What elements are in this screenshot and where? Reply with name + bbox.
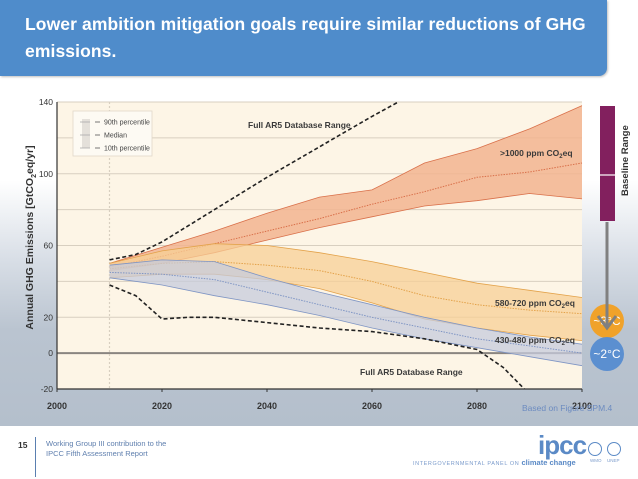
title-bar: Lower ambition mitigation goals require … [0, 0, 607, 76]
wmo-logo-text: WMO [590, 458, 602, 463]
database-range-label-bottom: Full AR5 Database Range [360, 367, 463, 377]
footer-line-2: IPCC Fifth Assessment Report [46, 449, 148, 458]
y-axis-label: Annual GHG Emissions [GtCO2eq/yr] [24, 145, 38, 329]
database-range-label-top: Full AR5 Database Range [248, 120, 351, 130]
wmo-logo-icon [588, 442, 602, 456]
database-range-lines [109, 101, 525, 390]
source-note: Based on Figure SPM.4 [522, 403, 613, 413]
scenario-label: >1000 ppm CO2eq [500, 148, 573, 160]
y-tick-label: 20 [44, 312, 54, 322]
legend-label: 10th percentile [104, 146, 150, 153]
x-tick-label: 2040 [257, 401, 277, 411]
circle-2c-label: ~2°C [593, 347, 620, 361]
y-label-subscript: 2 [31, 174, 38, 178]
legend-label: Median [104, 133, 127, 140]
unep-logo-text: UNEP [607, 458, 620, 463]
scenario-band [109, 105, 582, 271]
percentile-90-line [109, 243, 583, 298]
scenario-label-subscript: 2 [562, 341, 566, 347]
unep-logo-icon [607, 442, 621, 456]
scenario-label-part: eq [565, 298, 575, 308]
y-tick-label: 140 [39, 97, 53, 107]
percentile-90-line [109, 259, 583, 345]
ipcc-logo: ipcc [538, 430, 587, 460]
down-arrow-icon [596, 222, 618, 331]
scenario-label-part: >1000 ppm CO [500, 148, 560, 158]
scenario-label-part: eq [565, 335, 575, 345]
scenario-label-subscript: 2 [562, 304, 566, 310]
footer-line-1: Working Group III contribution to the [46, 439, 167, 448]
x-tick-label: 2020 [152, 401, 172, 411]
baseline-range-label: Baseline Range [620, 125, 631, 196]
scenario-band [109, 259, 582, 366]
arrow-head [596, 315, 618, 331]
legend-label: 90th percentile [104, 120, 150, 127]
circle-2c [590, 337, 624, 371]
median-line [109, 271, 583, 354]
y-tick-label: 0 [48, 348, 53, 358]
scenario-label-part: 580-720 ppm CO [495, 298, 562, 308]
x-tick-labels: 2000 2020 2040 2060 2080 2100 [47, 401, 592, 411]
legend: 90th percentile Median 10th percentile [72, 110, 153, 157]
footer-text: Working Group III contribution to the IP… [46, 439, 166, 459]
slide-title: Lower ambition mitigation goals require … [25, 14, 586, 61]
y-label-part: Annual GHG Emissions [GtCO [24, 178, 36, 330]
ipcc-logo-subtext: INTERGOVERNMENTAL PANEL ON climate chang… [413, 458, 576, 467]
y-tick-labels: 140 100 60 20 0 -20 [39, 97, 53, 394]
scenario-bands [109, 105, 583, 367]
page-number: 15 [18, 440, 28, 450]
database-range-lower [109, 284, 525, 390]
scenario-label: 430-480 ppm CO2eq [495, 335, 575, 347]
scenario-label-part: eq [563, 148, 573, 158]
ipcc-subtext-bold: climate change [521, 458, 576, 467]
scenario-label-subscript: 2 [559, 154, 563, 160]
baseline-side-annotation: Baseline Range ~3°C ~2°C [590, 106, 631, 371]
scenario-band-group [109, 259, 583, 367]
x-tick-label: 2080 [467, 401, 487, 411]
percentile-90-line [109, 105, 583, 264]
x-tick-label: 2000 [47, 401, 67, 411]
x-tick-label: 2060 [362, 401, 382, 411]
percentile-10-line [109, 277, 583, 367]
y-tick-label: -20 [41, 384, 54, 394]
ipcc-subtext-main: INTERGOVERNMENTAL PANEL ON [413, 461, 520, 467]
y-tick-label: 100 [39, 169, 53, 179]
axes [56, 102, 583, 392]
y-tick-label: 60 [44, 241, 54, 251]
y-label-part: eq/yr] [24, 145, 36, 174]
baseline-range-bar [600, 106, 615, 221]
x-tick-label: 2100 [572, 401, 592, 411]
scenario-label: 580-720 ppm CO2eq [495, 298, 575, 310]
footer-divider [35, 437, 36, 477]
legend-swatch [82, 119, 90, 148]
scenario-label-part: 430-480 ppm CO [495, 335, 562, 345]
